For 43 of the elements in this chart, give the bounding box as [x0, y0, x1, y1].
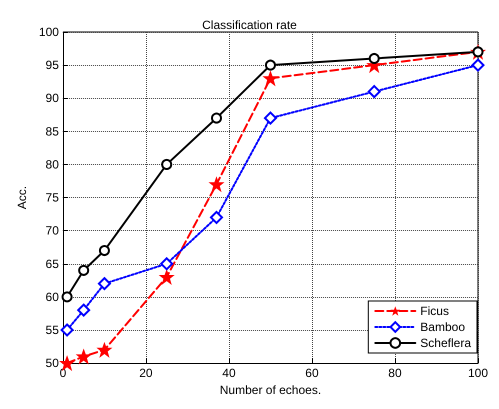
point — [264, 60, 276, 71]
point — [77, 304, 90, 317]
x-axis-title: Number of echoes. — [220, 383, 322, 397]
point — [368, 52, 380, 64]
point — [62, 291, 73, 302]
y-tick-label: 75 — [46, 190, 60, 205]
x-tick-label: 80 — [388, 366, 402, 380]
point — [76, 348, 92, 364]
x-tick-label: 60 — [305, 366, 319, 380]
point — [160, 257, 174, 270]
y-axis-title: Acc. — [15, 186, 29, 210]
y-tick-label: 65 — [46, 256, 60, 271]
y-tick-label: 85 — [46, 124, 60, 138]
point — [471, 58, 484, 72]
point — [211, 112, 222, 124]
y-tick-label: 70 — [46, 224, 60, 238]
point — [96, 342, 112, 358]
y-tick-label: 80 — [46, 157, 60, 172]
point — [208, 176, 224, 192]
point — [98, 277, 111, 290]
y-tick-label: 100 — [38, 25, 60, 39]
point — [98, 245, 110, 256]
x-tick-label: 0 — [60, 366, 67, 380]
point — [78, 264, 90, 276]
point — [210, 210, 223, 224]
point — [264, 112, 277, 125]
point — [161, 158, 172, 170]
y-tick-label: 50 — [46, 356, 60, 370]
chart-title: Classification rate — [202, 18, 298, 32]
point — [158, 269, 175, 286]
legend-label: Bamboo — [420, 320, 466, 334]
legend-label: Scheflera — [420, 336, 472, 350]
y-tick-label: 60 — [46, 290, 60, 304]
y-tick-label: 55 — [46, 322, 60, 337]
point — [368, 85, 381, 98]
point — [60, 323, 74, 336]
x-tick-label: 100 — [468, 366, 488, 380]
y-tick-label: 90 — [46, 91, 60, 106]
y-tick-label: 95 — [46, 58, 60, 72]
legend-label: Ficus — [420, 304, 449, 318]
point — [262, 70, 278, 86]
x-tick-label: 40 — [222, 366, 236, 380]
x-tick-label: 20 — [139, 366, 153, 380]
